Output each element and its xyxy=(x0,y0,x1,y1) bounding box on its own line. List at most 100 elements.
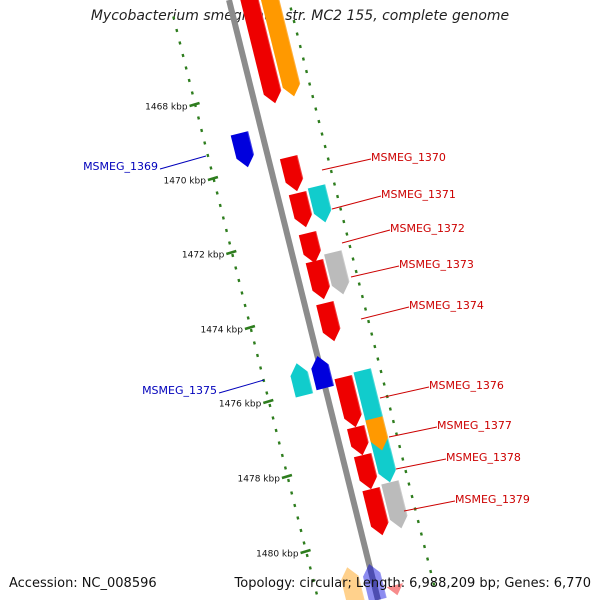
gene-arrow-highlight xyxy=(315,230,325,262)
inner-tick xyxy=(181,53,185,58)
inner-tick xyxy=(268,403,272,408)
inner-tick xyxy=(265,391,269,395)
outer-tick xyxy=(407,482,411,486)
inner-tick xyxy=(240,291,244,295)
length-label: Length: xyxy=(355,576,406,591)
kbp-tick xyxy=(207,175,219,182)
outer-tick xyxy=(391,419,395,424)
gene-arrow-highlight xyxy=(247,130,258,166)
gene-arrow xyxy=(279,155,304,192)
gene-arrow xyxy=(347,425,369,456)
inner-tick xyxy=(299,528,303,533)
outer-tick xyxy=(432,582,436,586)
genes-label: Genes: xyxy=(504,576,550,591)
inner-tick xyxy=(184,66,188,70)
gene-arrow-highlight xyxy=(369,367,400,481)
kbp-label: 1474 kbp xyxy=(201,325,244,335)
gene-arrow-highlight xyxy=(376,561,388,599)
outer-tick xyxy=(308,82,312,86)
gene-arrow xyxy=(334,375,362,428)
gene-labels: MSMEG_1370 MSMEG_1371 MSMEG_1372 MSMEG_1373… xyxy=(83,151,530,506)
inner-tick xyxy=(215,191,219,195)
inner-tick xyxy=(200,128,204,133)
kbp-tick xyxy=(244,324,256,331)
gene-arrow xyxy=(353,453,378,490)
gene-label-reverse: MSMEG_1373 xyxy=(399,258,474,271)
kbp-tick xyxy=(281,473,293,480)
gene-features xyxy=(230,0,412,600)
gene-arrow xyxy=(230,131,254,168)
outer-tick xyxy=(339,207,343,211)
outer-tick xyxy=(354,269,358,274)
outer-tick xyxy=(314,107,318,111)
leader-line xyxy=(159,155,207,170)
inner-tick xyxy=(308,566,312,570)
kbp-tick xyxy=(189,101,200,108)
gene-label-forward: MSMEG_1375 xyxy=(142,384,217,397)
leader-line xyxy=(341,229,391,244)
gene-arrow xyxy=(381,480,408,529)
inner-tick xyxy=(252,341,256,345)
inner-tick xyxy=(221,216,225,220)
genome-stats: Topology: circular; Length: 6,988,209 bp; Ge… xyxy=(235,576,591,591)
gene-label-reverse: MSMEG_1376 xyxy=(429,379,504,392)
gene-arrow-highlight xyxy=(340,249,354,293)
outer-tick xyxy=(401,457,405,461)
inner-tick xyxy=(234,266,238,270)
genome-title: Mycobacterium smegmatis str. MC2 155, co… xyxy=(90,8,510,24)
outer-tick xyxy=(311,94,315,99)
gene-arrow-highlight xyxy=(296,154,307,190)
outer-tick xyxy=(320,132,324,136)
gene-arrow-highlight xyxy=(402,582,408,594)
inner-tick xyxy=(175,28,179,33)
outer-tick xyxy=(345,232,349,236)
gene-arrow xyxy=(386,582,404,596)
gene-arrow xyxy=(362,487,389,536)
gene-label-reverse: MSMEG_1372 xyxy=(390,222,465,235)
inner-tick xyxy=(305,553,309,558)
outer-tick xyxy=(367,319,371,324)
outer-tick xyxy=(382,382,386,386)
gene-arrow-highlight xyxy=(351,374,366,426)
outer-tick xyxy=(388,407,392,411)
inner-tick xyxy=(280,453,284,458)
gene-arrow-highlight xyxy=(325,353,336,387)
kbp-tick xyxy=(300,548,311,555)
gene-arrow xyxy=(305,259,330,300)
gene-arrow-highlight xyxy=(381,415,392,449)
genome-backbone xyxy=(226,0,381,600)
gene-arrow xyxy=(363,564,387,600)
outer-tick xyxy=(373,344,377,349)
leader-line xyxy=(395,458,447,470)
accession-info: Accession: NC_008596 xyxy=(9,576,157,591)
outer-tick xyxy=(404,469,408,474)
gene-arrow-highlight xyxy=(257,0,285,102)
kbp-label: 1476 kbp xyxy=(219,399,262,409)
outer-tick xyxy=(426,557,430,561)
inner-tick xyxy=(246,316,250,320)
gene-arrow xyxy=(298,231,321,264)
gene-arrow-highlight xyxy=(332,300,345,340)
inner-tick xyxy=(237,278,241,283)
inner-tick xyxy=(274,428,278,433)
inner-tick xyxy=(277,441,281,445)
gene-arrow xyxy=(260,0,301,97)
kbp-label: 1478 kbp xyxy=(238,474,281,484)
outer-tick xyxy=(301,57,305,61)
outer-tick xyxy=(326,157,330,161)
leader-line xyxy=(321,158,372,171)
gene-arrow xyxy=(288,191,313,228)
gene-label-reverse: MSMEG_1371 xyxy=(381,188,456,201)
genes-value: 6,770 xyxy=(553,576,591,591)
outer-tick xyxy=(376,357,380,361)
gene-arrow-highlight xyxy=(305,190,316,226)
outer-tick xyxy=(332,182,336,186)
gene-arrow xyxy=(311,356,335,391)
outer-tick xyxy=(360,294,364,299)
kbp-label: 1480 kbp xyxy=(256,549,299,559)
outer-tick xyxy=(295,32,299,36)
gene-arrow xyxy=(365,416,389,451)
inner-tick xyxy=(255,353,260,358)
leader-line xyxy=(403,500,456,512)
outer-tick xyxy=(379,369,383,374)
